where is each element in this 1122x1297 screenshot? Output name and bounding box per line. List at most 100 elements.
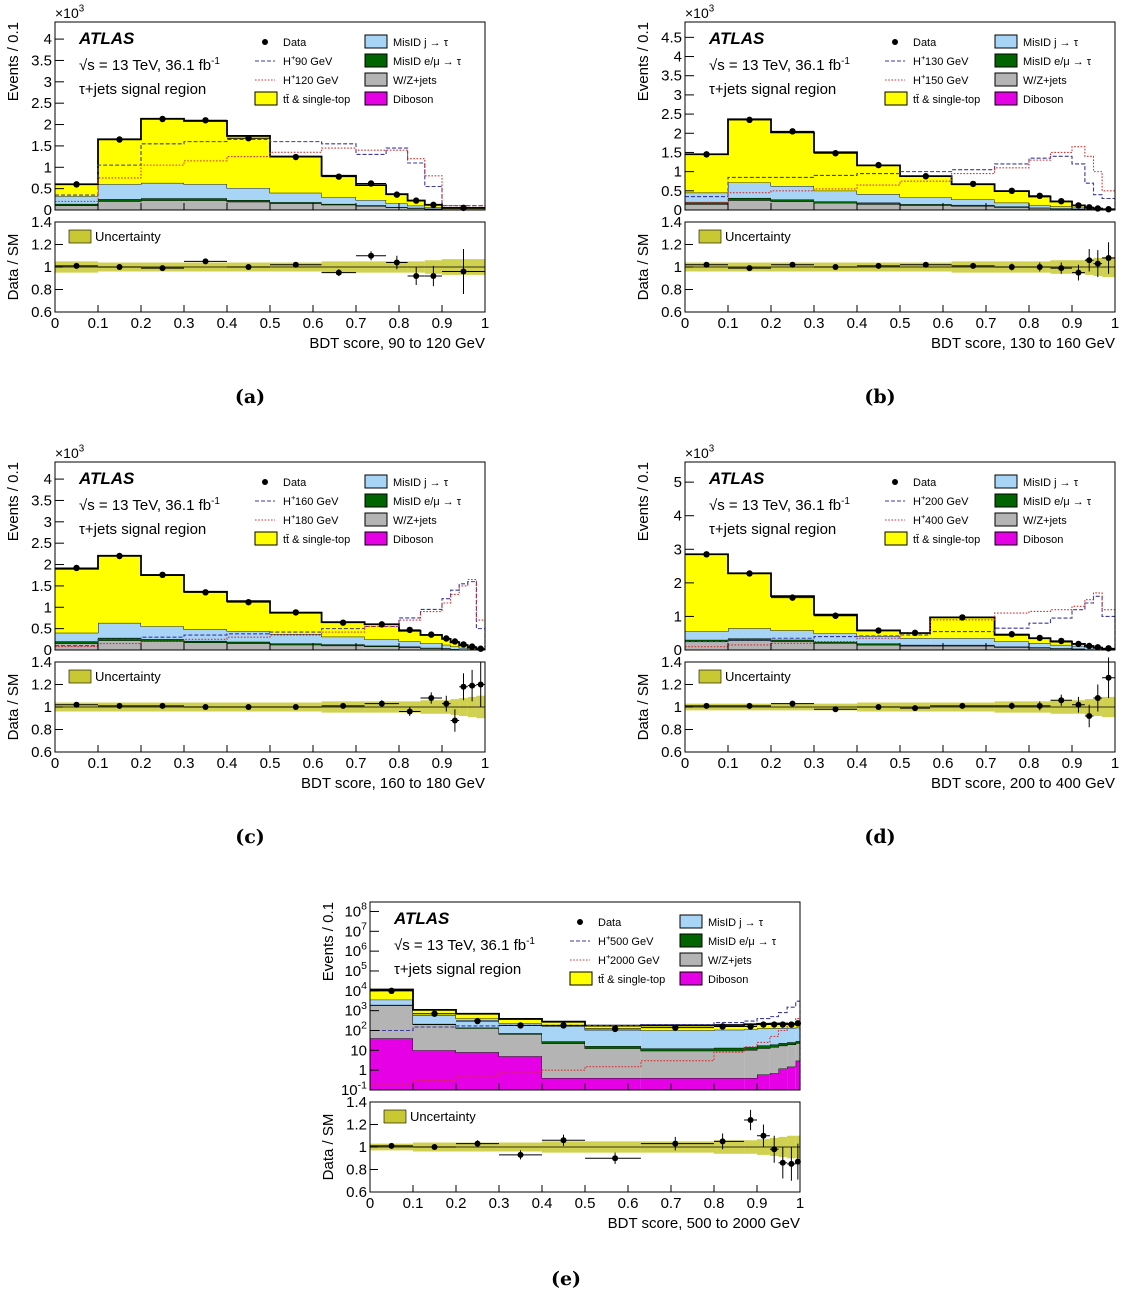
ratio-y-tick-label: 1.2 — [661, 677, 682, 694]
ratio-point — [116, 702, 123, 709]
bar-misid_e — [585, 1046, 641, 1049]
bar-wz — [685, 204, 728, 210]
legend-ttbar-swatch — [884, 531, 908, 546]
y-tick-label: 105 — [344, 960, 367, 980]
bar-misid_j — [814, 190, 857, 202]
signal-line-2 — [370, 1017, 801, 1090]
bar-wz — [270, 203, 322, 210]
energy-label: √s = 13 TeV, 36.1 fb-1 — [709, 496, 850, 514]
bar-ttbar — [771, 596, 814, 631]
ratio-y-tick-label: 0.8 — [661, 282, 682, 299]
y-tick-label: 10 — [350, 1042, 367, 1059]
x-tick-label: 1 — [1111, 315, 1119, 332]
bar-wz — [184, 642, 227, 650]
data-point — [1058, 637, 1065, 645]
bar-misid_j — [685, 192, 728, 203]
data-point — [832, 150, 839, 157]
bar-misid_j — [407, 205, 425, 208]
y-tick-label: 102 — [344, 1020, 367, 1040]
bar-misid_e — [321, 644, 365, 646]
y-tick-label: 4 — [44, 31, 52, 48]
data-point — [719, 1023, 726, 1030]
atlas-label: ATLAS — [708, 29, 765, 48]
bar-wz — [728, 200, 771, 210]
data-point — [1058, 197, 1065, 205]
x-tick-label: 0 — [681, 315, 689, 332]
ratio-point — [340, 702, 347, 709]
signal-line-2 — [55, 147, 486, 210]
bar-ttbar — [141, 575, 184, 627]
x-tick-label: 0 — [51, 315, 59, 332]
bar-wz — [442, 648, 451, 650]
bar-wz — [141, 641, 184, 650]
bar-ttbar — [184, 591, 227, 630]
bar-ttbar — [356, 185, 387, 201]
bar-misid_e — [795, 1041, 800, 1044]
region-label: τ+jets signal region — [79, 81, 206, 98]
ratio-y-tick-label: 0.8 — [31, 722, 52, 739]
legend-signal2-mass: 120 GeV — [295, 75, 339, 87]
bar-misid_j — [227, 188, 270, 201]
bar-wz — [814, 643, 857, 650]
bar-misid_j — [321, 636, 365, 645]
bar-wz — [757, 1048, 770, 1075]
legend-diboson-swatch — [994, 91, 1018, 106]
energy-label: √s = 13 TeV, 36.1 fb-1 — [394, 936, 535, 954]
legend-diboson-swatch — [994, 531, 1018, 546]
bar-misid_j — [420, 643, 442, 648]
y-tick-label: 103 — [344, 1000, 367, 1020]
data-point — [474, 1017, 481, 1025]
x-tick-label: 0.2 — [131, 755, 152, 772]
caption-e: (e) — [550, 1268, 582, 1290]
y-tick-label: 1 — [359, 1062, 367, 1079]
legend-signal2-h: H+ — [283, 72, 296, 87]
legend-misid_j-swatch — [364, 34, 388, 49]
bar-wz — [321, 645, 365, 650]
data-point — [959, 614, 966, 621]
bar-wz — [857, 204, 900, 210]
bar-misid_e — [98, 199, 141, 202]
bar-misid_j — [778, 1028, 788, 1044]
region-label: τ+jets signal region — [709, 521, 836, 538]
data-point — [116, 552, 123, 560]
bar-misid_e — [685, 639, 728, 642]
bar-misid_j — [98, 184, 141, 200]
chart-c-svg: 0 0.5 1 1.5 2 2.5 3 3.5 4×103 Events / 0.1 Data / … — [5, 444, 489, 792]
y-tick-label: 0 — [44, 642, 52, 659]
data-point — [443, 635, 450, 642]
x-tick-label: 0.8 — [1019, 755, 1040, 772]
x-tick-label: 0 — [51, 755, 59, 772]
x-axis-label: BDT score, 200 to 400 GeV — [931, 775, 1115, 792]
y-multiplier: ×103 — [55, 444, 85, 461]
legend-signal2-h: H+ — [598, 952, 611, 967]
bar-ttbar — [930, 617, 995, 639]
bar-misid_j — [994, 641, 1029, 647]
bar-diboson — [585, 1078, 641, 1090]
data-point — [771, 1021, 778, 1028]
chart-b-svg: 0 0.5 1 1.5 2 2.5 3 3.5 4 4.5×103 Events / 0.1 Data… — [635, 4, 1119, 352]
legend-ttbar-swatch — [254, 91, 278, 106]
chart-panel-d: 0 1 2 3 4 5 ×103 Events / 0.1 Data / SM ATLAS √s =… — [630, 440, 1122, 800]
x-tick-label: 1 — [481, 755, 489, 772]
ratio-point — [959, 702, 966, 709]
legend-signal2-h: H+ — [913, 72, 926, 87]
x-tick-label: 0.1 — [718, 755, 739, 772]
legend-misid_j: MisID j → τ — [1023, 37, 1079, 49]
bar-wz — [771, 201, 814, 210]
ratio-point — [747, 1117, 754, 1123]
x-tick-label: 0.2 — [131, 315, 152, 332]
ratio-y-tick-label: 0.6 — [661, 304, 682, 321]
y-tick-label: 0 — [674, 642, 682, 659]
bar-misid_e — [857, 202, 900, 205]
y-axis-label: Events / 0.1 — [320, 902, 337, 981]
ratio-point — [875, 704, 882, 710]
signal-line-1 — [370, 1000, 801, 1090]
data-point — [794, 1020, 802, 1027]
bar-wz — [413, 1024, 456, 1051]
bar-ttbar — [857, 165, 900, 195]
ratio-point — [788, 1160, 795, 1167]
bar-misid_j — [141, 626, 184, 640]
bar-misid_e — [184, 198, 227, 201]
ratio-point — [875, 262, 882, 269]
ratio-point — [378, 700, 385, 707]
